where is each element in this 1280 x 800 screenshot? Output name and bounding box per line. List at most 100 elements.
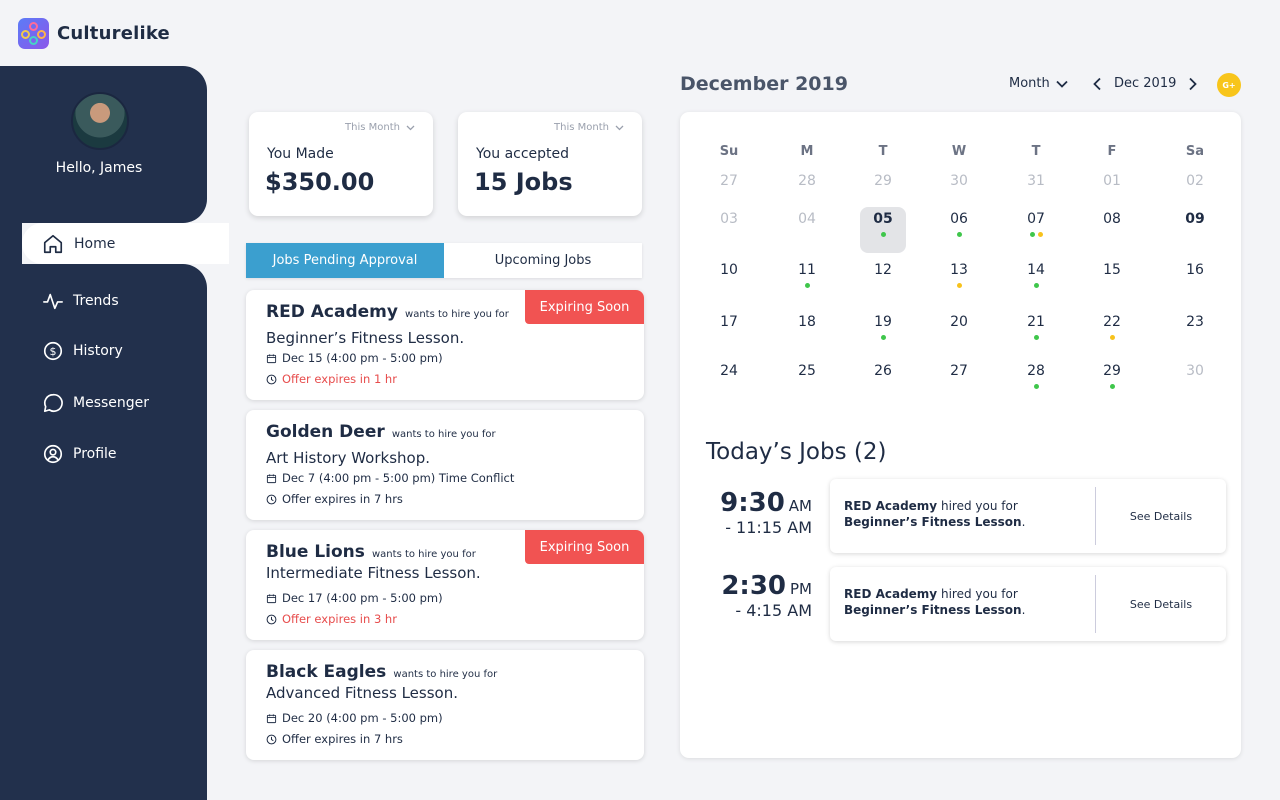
tab-jobs-pending-approval[interactable]: Jobs Pending Approval	[246, 243, 444, 278]
day-number: 26	[874, 363, 892, 379]
calendar-day[interactable]: 01	[1089, 169, 1135, 215]
day-number: 07	[1027, 211, 1045, 227]
calendar-day[interactable]: 27	[706, 169, 752, 215]
see-details-link[interactable]: See Details	[1129, 509, 1193, 523]
event-dot	[1037, 232, 1043, 237]
calendar-day[interactable]: 29	[860, 169, 906, 215]
job-request-card[interactable]: Blue Lions wants to hire you for Interme…	[246, 530, 644, 640]
company-name: RED Academy	[844, 499, 938, 513]
calendar-day[interactable]: 31	[1013, 169, 1059, 215]
calendar-day[interactable]: 22	[1089, 310, 1135, 356]
sidebar-item-history[interactable]: $ History	[42, 339, 123, 363]
event-dot	[880, 335, 886, 340]
calendar-day[interactable]: 23	[1172, 310, 1218, 356]
offer-expiry-text: Offer expires in 7 hrs	[282, 732, 403, 746]
job-date: Dec 15 (4:00 pm - 5:00 pm)	[266, 351, 443, 365]
event-dot	[1109, 335, 1115, 340]
see-details-link[interactable]: See Details	[1129, 597, 1193, 611]
sidebar-item-trends[interactable]: Trends	[42, 289, 119, 313]
day-number: 14	[1027, 262, 1045, 278]
culturelike-logo-icon	[18, 18, 49, 49]
google-account-badge[interactable]: G+	[1217, 73, 1241, 97]
sidebar-item-label: Profile	[73, 446, 117, 462]
calendar-day[interactable]: 26	[860, 359, 906, 405]
calendar-day[interactable]: 10	[706, 258, 752, 304]
calendar-day[interactable]: 08	[1089, 207, 1135, 253]
sidebar-item-messenger[interactable]: Messenger	[42, 391, 149, 415]
sidebar-item-profile[interactable]: Profile	[42, 442, 117, 466]
calendar-day[interactable]: 25	[784, 359, 830, 405]
calendar-day[interactable]: 13	[936, 258, 982, 304]
chevron-down-icon	[615, 125, 624, 130]
svg-text:$: $	[50, 345, 57, 358]
clock-icon	[266, 494, 277, 504]
expiring-soon-badge: Expiring Soon	[525, 290, 644, 324]
calendar-day[interactable]: 04	[784, 207, 830, 253]
calendar-day[interactable]: 07	[1013, 207, 1059, 253]
calendar-day[interactable]: 11	[784, 258, 830, 304]
job-date: Dec 20 (4:00 pm - 5:00 pm)	[266, 711, 443, 725]
company-name: Black Eagles	[266, 662, 387, 682]
chevron-left-icon[interactable]	[1092, 77, 1102, 91]
job-request-card[interactable]: Golden Deer wants to hire you for Art Hi…	[246, 410, 644, 520]
calendar-day[interactable]: 12	[860, 258, 906, 304]
calendar-day[interactable]: 19	[860, 310, 906, 356]
period-dropdown[interactable]: This Month	[554, 122, 624, 133]
day-number: 23	[1186, 314, 1204, 330]
earnings-card: This Month You Made $350.00	[249, 112, 433, 216]
calendar-day[interactable]: 17	[706, 310, 752, 356]
calendar-day[interactable]: 28	[1013, 359, 1059, 405]
day-number: 13	[950, 262, 968, 278]
calendar-day[interactable]: 14	[1013, 258, 1059, 304]
offer-expiry-text: Offer expires in 1 hr	[282, 372, 397, 386]
calendar-day[interactable]: 09	[1172, 207, 1218, 253]
day-number: 28	[798, 173, 816, 189]
event-dot	[1033, 283, 1039, 288]
calendar-day[interactable]: 02	[1172, 169, 1218, 215]
offer-expiry: Offer expires in 7 hrs	[266, 492, 403, 506]
calendar-day[interactable]: 18	[784, 310, 830, 356]
calendar-day[interactable]: 30	[936, 169, 982, 215]
job-time-range: 2:30 PM - 4:15 AM	[704, 571, 812, 620]
job-start-time: 9:30	[720, 488, 785, 518]
job-end-time: - 11:15 AM	[725, 518, 812, 537]
calendar-day[interactable]: 30	[1172, 359, 1218, 405]
job-request-card[interactable]: RED Academy wants to hire you for Beginn…	[246, 290, 644, 400]
calendar-day[interactable]: 05	[860, 207, 906, 253]
calendar-day[interactable]: 20	[936, 310, 982, 356]
company-name: RED Academy	[266, 302, 398, 322]
calendar-day[interactable]: 16	[1172, 258, 1218, 304]
app-name: Culturelike	[57, 23, 170, 44]
job-start-ampm: PM	[790, 580, 812, 598]
calendar-icon	[266, 473, 277, 483]
day-number: 30	[1186, 363, 1204, 379]
day-number: 09	[1185, 211, 1205, 227]
calendar-day[interactable]: 03	[706, 207, 752, 253]
stat-label: You Made	[267, 146, 334, 162]
view-mode-dropdown[interactable]: Month	[1009, 76, 1068, 91]
job-start-ampm: AM	[788, 497, 812, 515]
calendar-day[interactable]: 29	[1089, 359, 1135, 405]
calendar-day[interactable]: 21	[1013, 310, 1059, 356]
avatar[interactable]	[71, 92, 129, 150]
calendar-day[interactable]: 27	[936, 359, 982, 405]
sidebar-item-home[interactable]: Home	[22, 223, 229, 264]
chevron-right-icon[interactable]	[1188, 77, 1198, 91]
calendar-day[interactable]: 28	[784, 169, 830, 215]
event-dot	[1029, 232, 1035, 237]
todays-job-card: RED Academy hired you for Beginner’s Fitn…	[830, 479, 1226, 553]
job-request-card[interactable]: Black Eagles wants to hire you for Advan…	[246, 650, 644, 760]
current-month: Dec 2019	[1114, 76, 1177, 91]
calendar-day[interactable]: 15	[1089, 258, 1135, 304]
day-number: 02	[1186, 173, 1204, 189]
app-logo[interactable]: Culturelike	[18, 18, 170, 49]
weekday-header: W	[951, 144, 967, 159]
calendar-day[interactable]: 06	[936, 207, 982, 253]
tab-upcoming-jobs[interactable]: Upcoming Jobs	[494, 253, 592, 268]
clock-icon	[266, 374, 277, 384]
lesson-name: Beginner’s Fitness Lesson	[844, 603, 1022, 617]
day-number: 30	[950, 173, 968, 189]
period-dropdown[interactable]: This Month	[345, 122, 415, 133]
calendar-day[interactable]: 24	[706, 359, 752, 405]
jobs-accepted-card: This Month You accepted 15 Jobs	[458, 112, 642, 216]
